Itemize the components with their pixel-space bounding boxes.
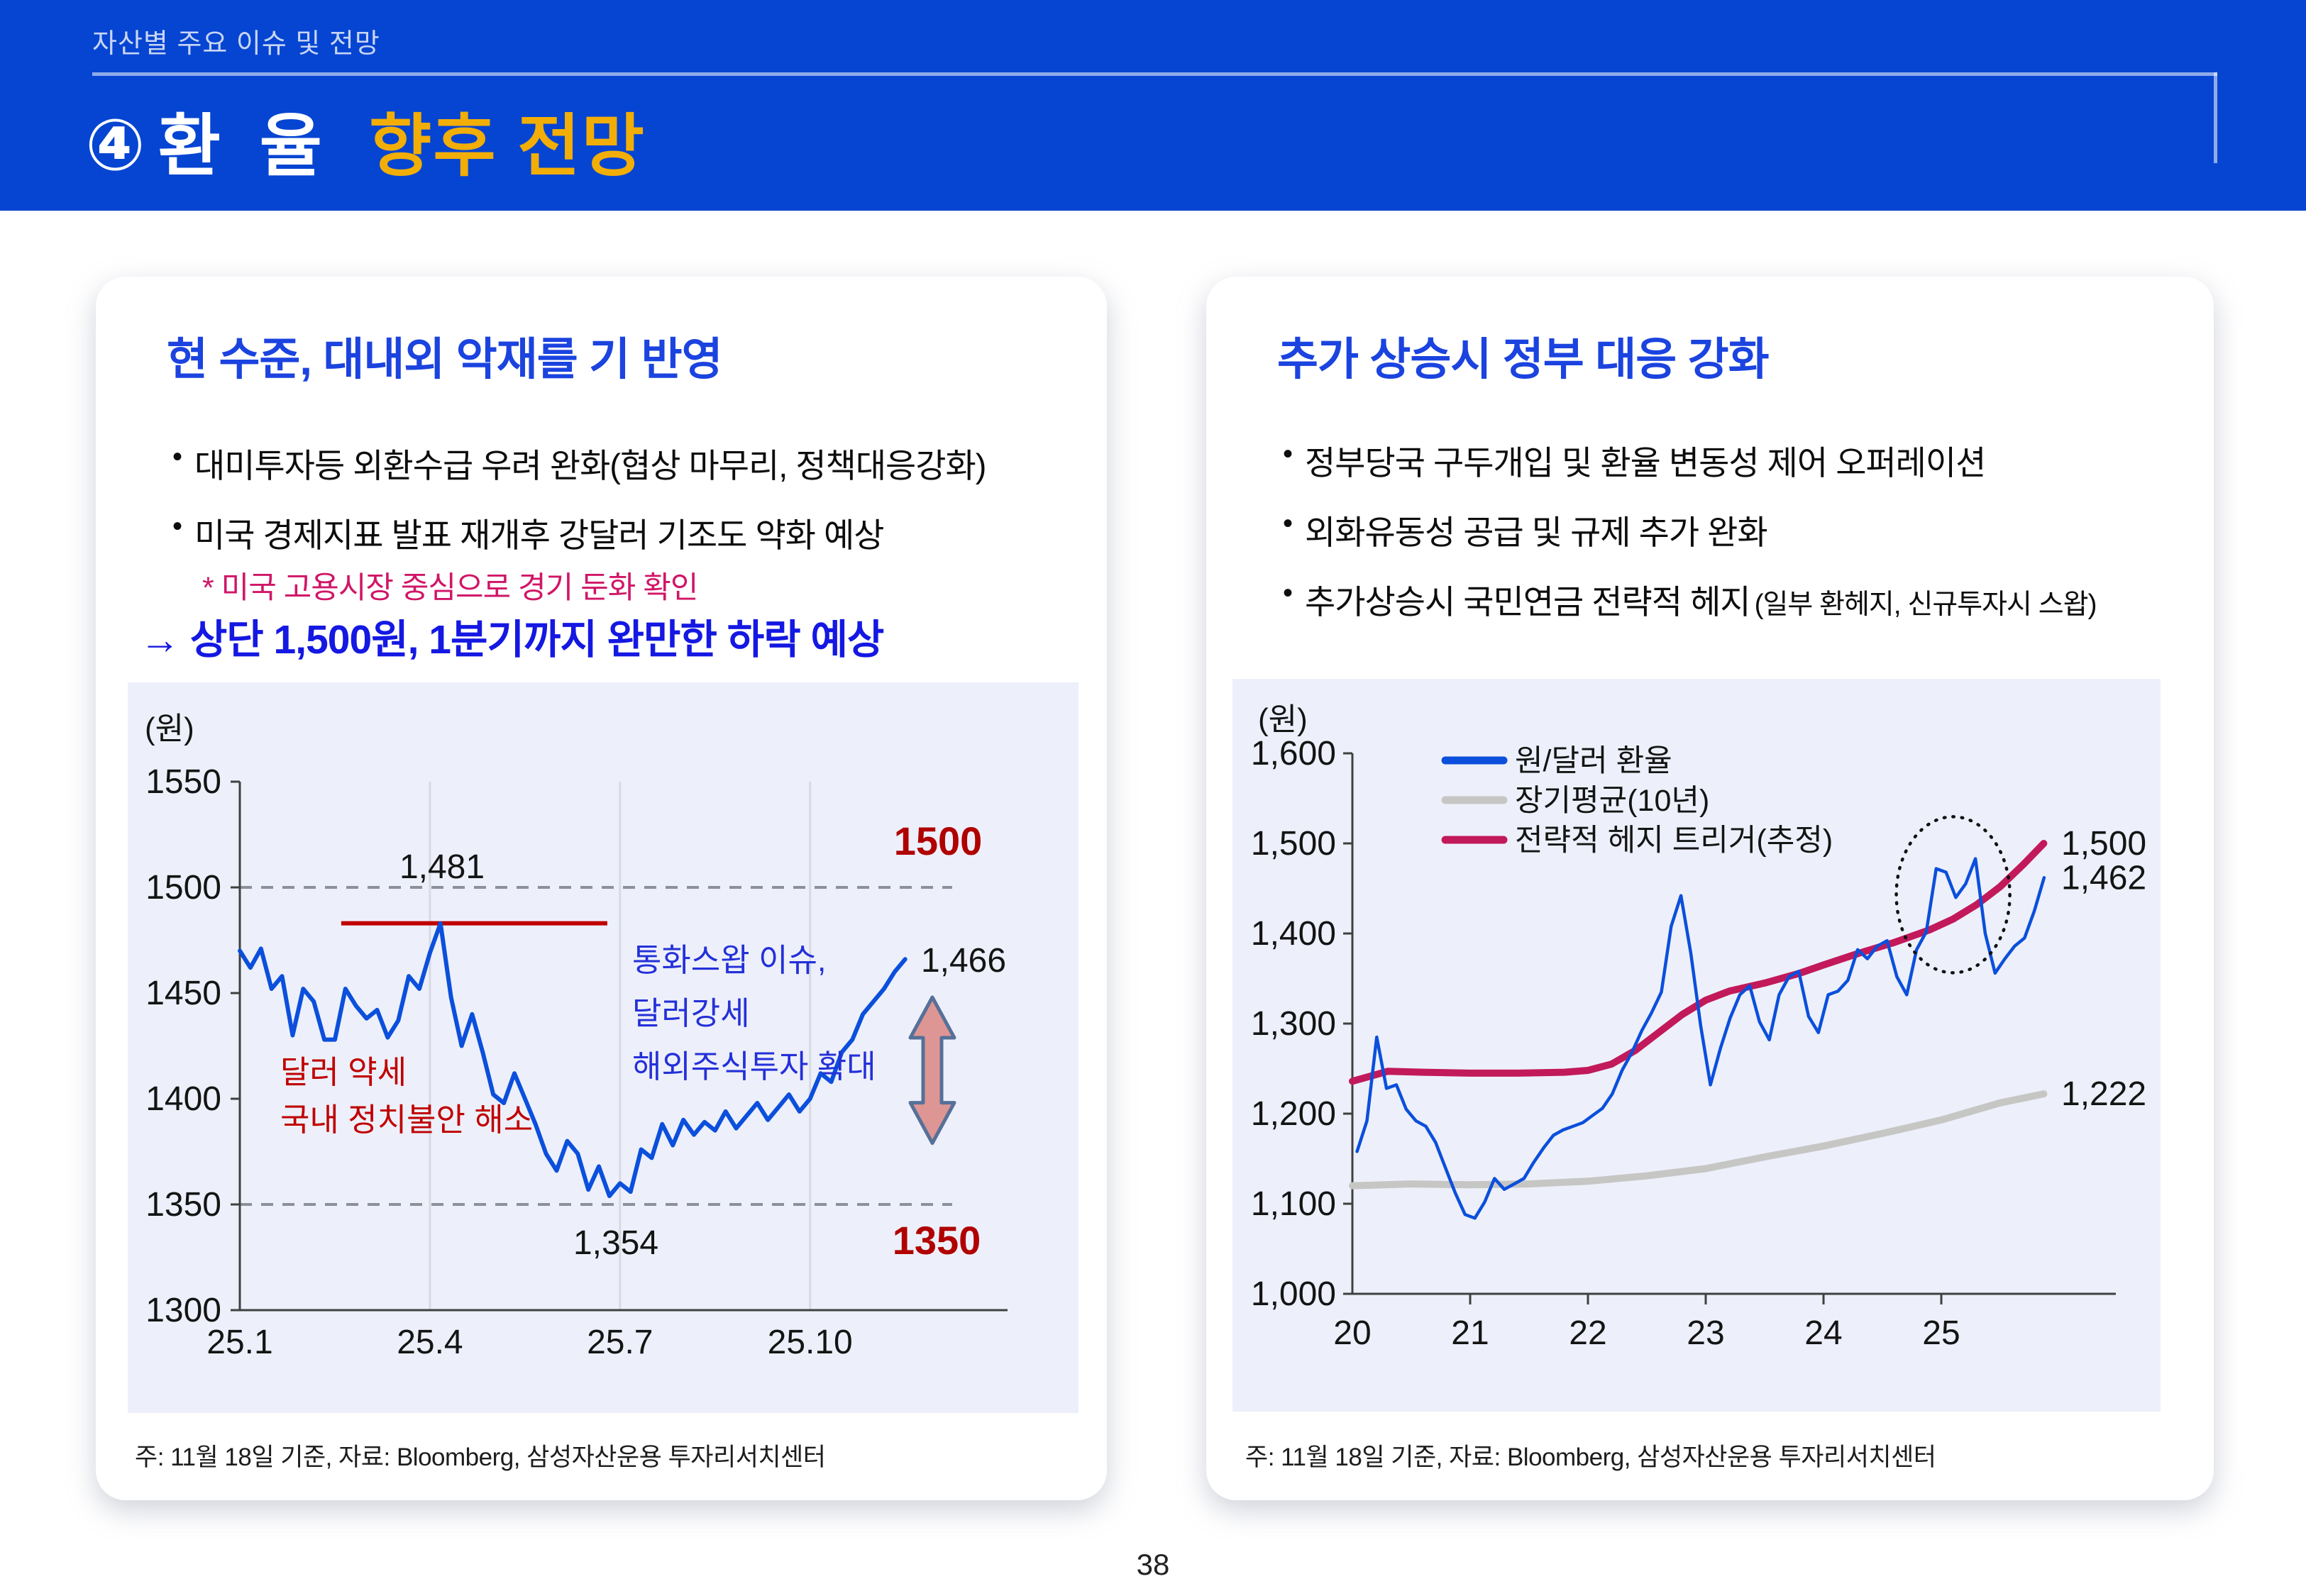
- y-tick-label: 1,200: [1251, 1095, 1336, 1133]
- legend-label: 원/달러 환율: [1515, 744, 1672, 778]
- left-bullet-2: • 미국 경제지표 발표 재개후 강달러 기조도 약화 예상: [172, 508, 1074, 557]
- series-2: [1349, 840, 2048, 1085]
- header-rule: [92, 72, 2217, 76]
- end-value-label: 1,466: [921, 942, 1006, 980]
- usdkrw-line: [238, 921, 907, 1199]
- upper-band-label: 1500: [894, 819, 983, 863]
- series-0: [1355, 857, 2046, 1220]
- right-bullet-2-text: 외화유동성 공급 및 규제 추가 완화: [1305, 514, 1768, 551]
- right-card-title: 추가 상승시 정부 대응 강화: [1277, 335, 1770, 384]
- x-tick-label: 23: [1687, 1314, 1724, 1352]
- left-bullet-1: • 대미투자등 외환수급 우려 완화(협상 마무리, 정책대응강화): [172, 438, 1074, 487]
- y-tick-label: 1,600: [1251, 735, 1336, 772]
- x-tick-label: 22: [1569, 1314, 1606, 1352]
- x-tick-label: 24: [1804, 1314, 1842, 1352]
- y-tick-label: 1450: [145, 975, 221, 1012]
- page-title: ④ 환 율 향후 전망: [85, 91, 646, 189]
- left-conclusion: → 상단 1,500원, 1분기까지 완만한 하락 예상: [140, 617, 884, 663]
- bullet-icon: •: [172, 441, 182, 472]
- y-tick-label: 1400: [145, 1080, 221, 1118]
- legend-label: 전략적 헤지 트리거(추정): [1515, 824, 1833, 858]
- right-source-note: 주: 11월 18일 기준, 자료: Bloomberg, 삼성자산운용 투자리…: [1245, 1443, 1936, 1471]
- bullet-icon: •: [1283, 577, 1293, 609]
- header-rule-corner: [2214, 72, 2217, 163]
- breadcrumb: 자산별 주요 이슈 및 전망: [92, 29, 380, 59]
- y-tick-label: 1,100: [1251, 1185, 1336, 1223]
- lower-band-label: 1350: [893, 1218, 981, 1263]
- left-source-note: 주: 11월 18일 기준, 자료: Bloomberg, 삼성자산운용 투자리…: [135, 1443, 826, 1471]
- card-government-response: 추가 상승시 정부 대응 강화 • 정부당국 구두개입 및 환율 변동성 제어 …: [1206, 277, 2214, 1500]
- page-number: 38: [1136, 1548, 1170, 1581]
- bullet-icon: •: [172, 511, 182, 542]
- left-bullet-1-text: 대미투자등 외환수급 우려 완화(협상 마무리, 정책대응강화): [194, 447, 986, 484]
- resistance-label: 1,481: [399, 848, 485, 886]
- page-title-main: 환 율: [158, 109, 332, 184]
- annotation-dollar-weak: 국내 정치불안 해소: [280, 1102, 533, 1138]
- x-tick-label: 25: [1922, 1314, 1960, 1352]
- y-tick-label: 1300: [145, 1292, 221, 1329]
- y-tick-label: 1,500: [1251, 825, 1336, 863]
- x-tick-label: 25.7: [587, 1324, 653, 1361]
- unit-label: (원): [145, 711, 194, 746]
- section-number-icon: ④: [85, 106, 145, 185]
- highlight-ellipse: [1894, 815, 2012, 975]
- bullet-icon: •: [1283, 508, 1293, 539]
- left-chart-area: 1550 1500 1450 1400 1350 1300 25.1 25.4 25.7 25.1…: [128, 682, 1078, 1413]
- unit-label: (원): [1258, 702, 1308, 737]
- end-value-label: 1,222: [2061, 1075, 2146, 1113]
- x-tick-label: 25.4: [397, 1324, 463, 1361]
- annotation-swap-issue: 달러강세: [632, 995, 750, 1031]
- y-tick-label: 1,400: [1251, 915, 1336, 953]
- y-tick-label: 1500: [145, 869, 221, 907]
- card-current-level: 현 수준, 대내외 악재를 기 반영 • 대미투자등 외환수급 우려 완화(협상…: [96, 277, 1107, 1500]
- right-bullet-3-text: 추가상승시 국민연금 전략적 헤지: [1305, 583, 1751, 621]
- page-title-sub: 향후 전망: [368, 109, 646, 184]
- end-value-label: 1,462: [2061, 859, 2146, 897]
- updown-arrow-icon: [908, 995, 956, 1146]
- annotation-swap-issue: 통화스왑 이슈,: [632, 942, 826, 978]
- x-tick-label: 21: [1451, 1314, 1489, 1352]
- bullet-icon: •: [1283, 438, 1293, 470]
- right-bullet-2: • 외화유동성 공급 및 규제 추가 완화: [1283, 505, 2184, 554]
- left-card-title: 현 수준, 대내외 악재를 기 반영: [167, 335, 723, 384]
- annotation-swap-issue: 해외주식투자 확대: [632, 1048, 876, 1085]
- right-bullet-3: • 추가상승시 국민연금 전략적 헤지 (일부 환헤지, 신규투자시 스왑): [1283, 575, 2198, 624]
- y-tick-label: 1350: [145, 1186, 221, 1224]
- right-bullet-3-detail: (일부 환헤지, 신규투자시 스왑): [1754, 589, 2097, 620]
- left-bullet-2-text: 미국 경제지표 발표 재개후 강달러 기조도 약화 예상: [194, 516, 884, 554]
- low-value-label: 1,354: [573, 1224, 658, 1262]
- right-bullet-1-text: 정부당국 구두개입 및 환율 변동성 제어 오퍼레이션: [1305, 444, 1986, 482]
- end-value-label: 1,500: [2061, 825, 2146, 863]
- right-bullet-1: • 정부당국 구두개입 및 환율 변동성 제어 오퍼레이션: [1283, 436, 2184, 484]
- y-tick-label: 1550: [145, 763, 221, 801]
- y-tick-label: 1,300: [1251, 1005, 1336, 1043]
- x-tick-label: 25.10: [768, 1324, 853, 1361]
- x-tick-label: 20: [1333, 1314, 1371, 1352]
- annotation-dollar-weak: 달러 약세: [280, 1054, 407, 1090]
- left-note: * 미국 고용시장 중심으로 경기 둔화 확인: [202, 571, 698, 605]
- y-tick-label: 1,000: [1251, 1275, 1336, 1313]
- right-chart-area: 1,600 1,500 1,400 1,300 1,200 1,100 1,000 20 21 2…: [1232, 679, 2161, 1412]
- x-tick-label: 25.1: [206, 1324, 272, 1361]
- series-1: [1349, 1090, 2048, 1190]
- slide-header: 자산별 주요 이슈 및 전망 ④ 환 율 향후 전망: [0, 0, 2306, 211]
- legend-label: 장기평균(10년): [1515, 784, 1709, 818]
